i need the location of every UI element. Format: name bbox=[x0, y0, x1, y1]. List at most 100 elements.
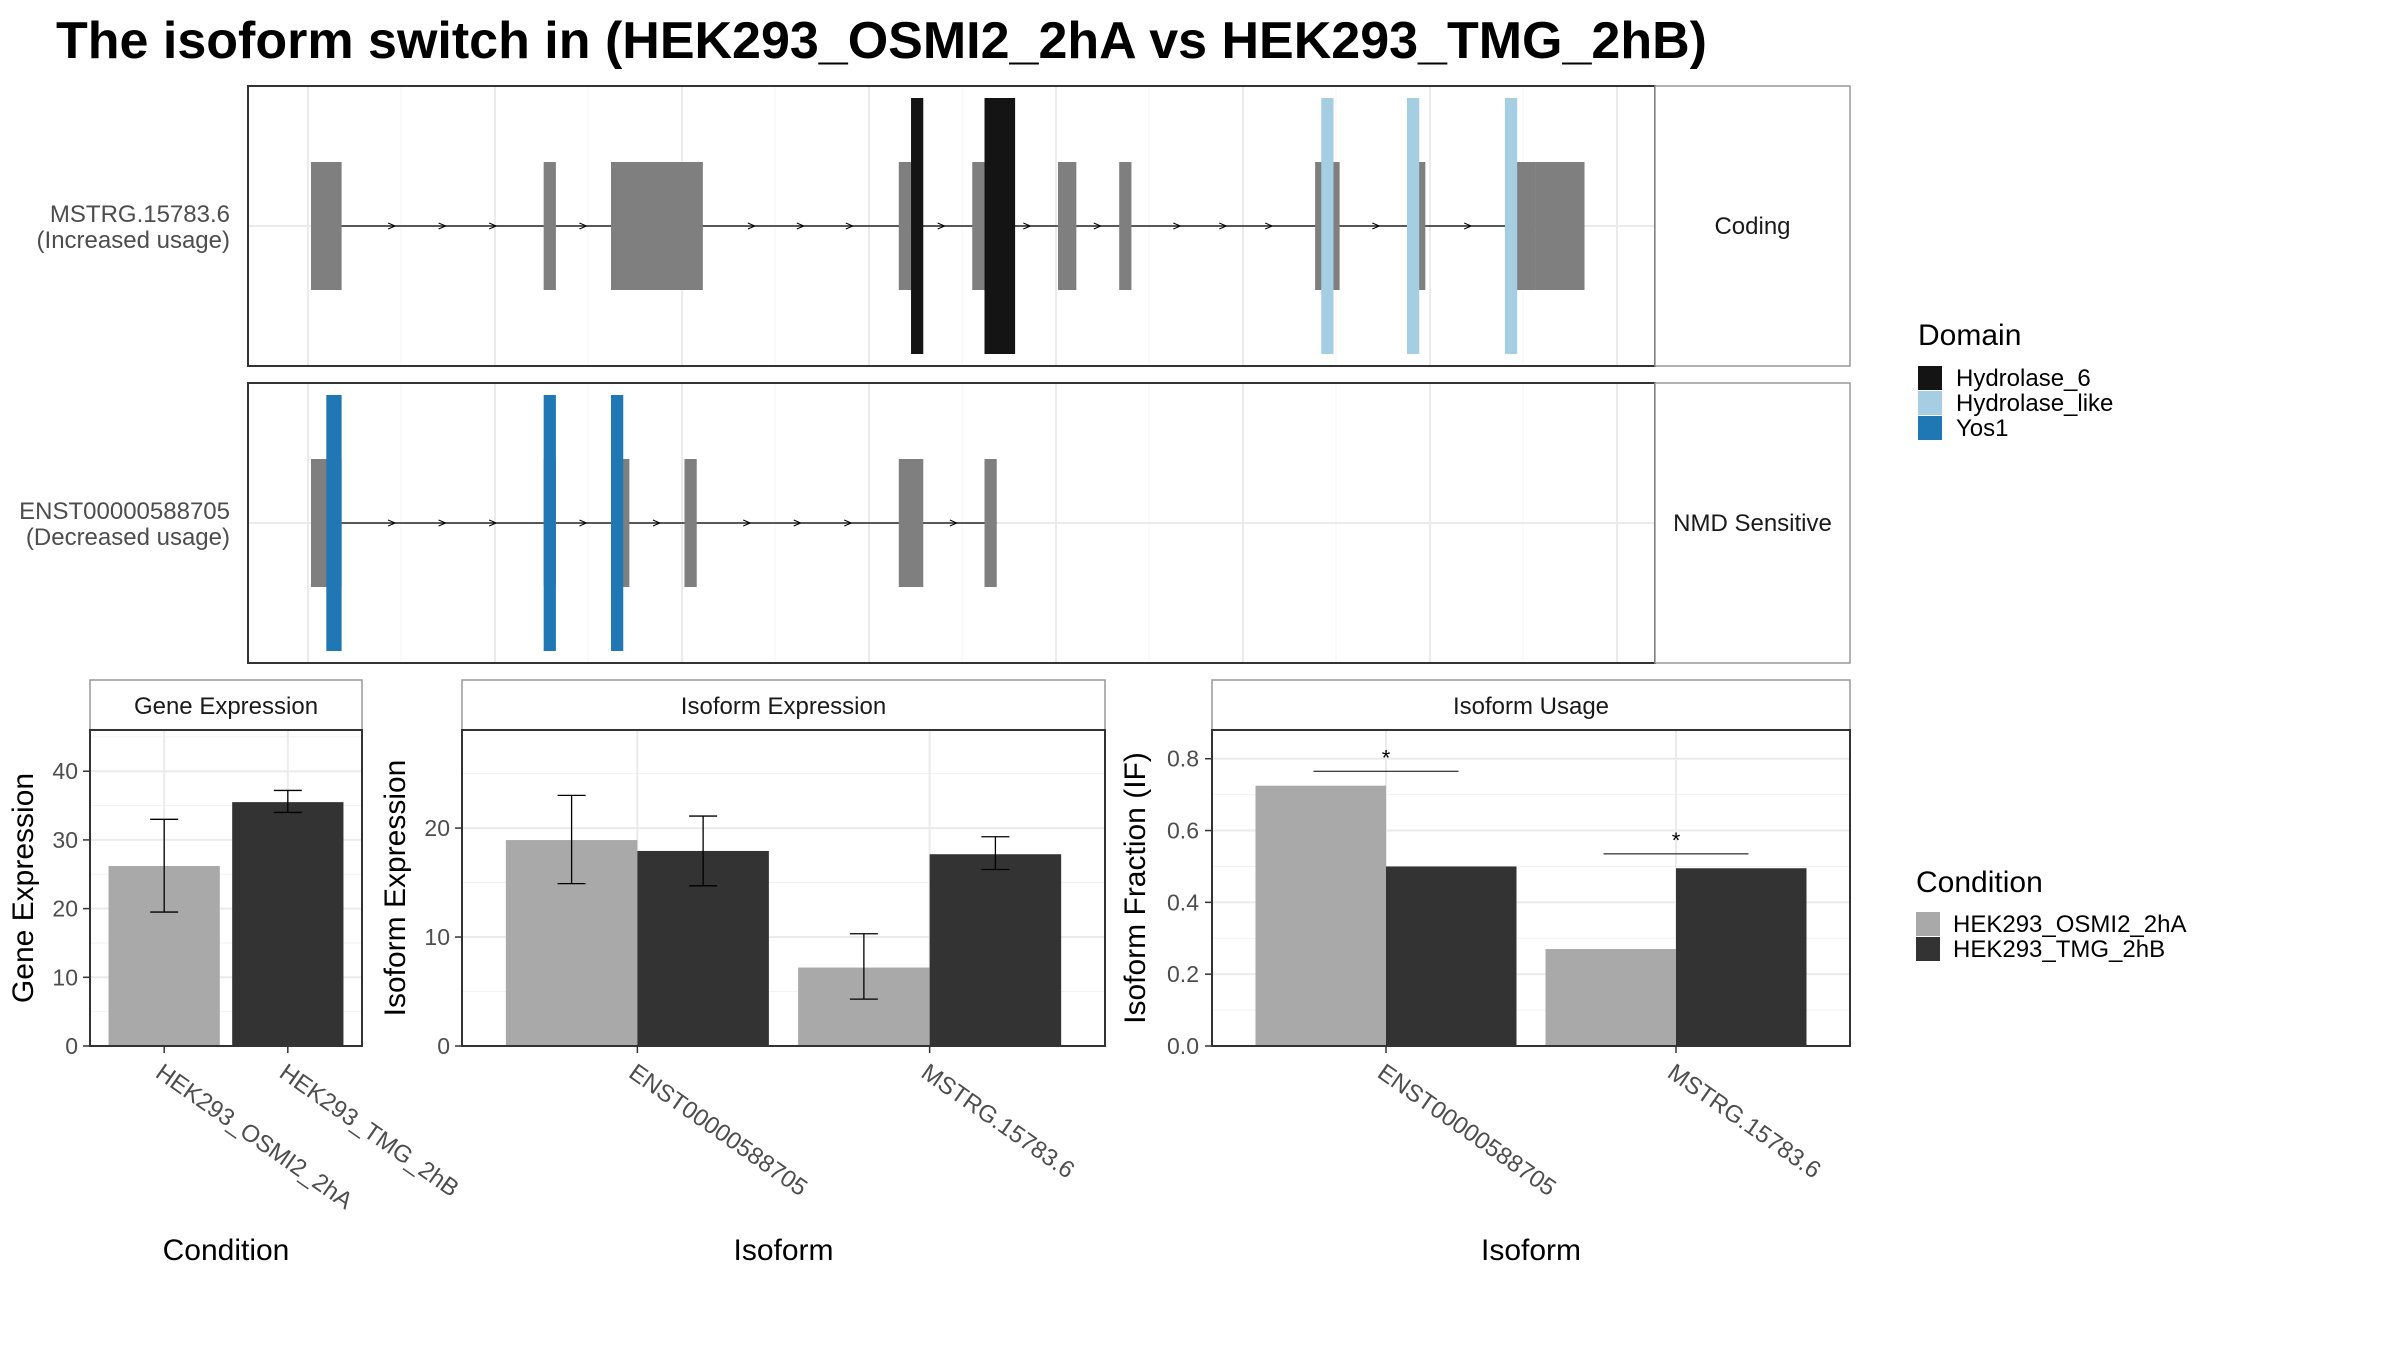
intron-arrow bbox=[438, 519, 447, 527]
intron-arrow bbox=[1023, 222, 1032, 230]
y-tick-label: 0.0 bbox=[1167, 1033, 1199, 1059]
domain-legend-key bbox=[1918, 416, 1942, 440]
chart-strip bbox=[1211, 679, 1851, 731]
intron-arrow bbox=[796, 222, 806, 230]
y-tick-label: 0.2 bbox=[1167, 961, 1199, 987]
domain-block-hydrolase-6 bbox=[984, 98, 1016, 354]
exon-block bbox=[898, 459, 924, 587]
intron-arrow bbox=[387, 519, 397, 527]
bar bbox=[1545, 949, 1676, 1046]
domain-legend-key bbox=[1918, 391, 1942, 415]
chart-strip-title: Gene Expression bbox=[134, 693, 318, 720]
y-tick-label: 0.6 bbox=[1167, 818, 1199, 844]
transcript-strip bbox=[1654, 382, 1851, 664]
domain-legend-title: Domain bbox=[1918, 319, 2021, 352]
intron-arrow bbox=[579, 519, 588, 527]
bar bbox=[232, 802, 344, 1046]
intron-arrow bbox=[793, 519, 803, 527]
intron-arrow bbox=[1372, 222, 1381, 230]
exon-block bbox=[1119, 162, 1132, 290]
y-tick-label: 10 bbox=[52, 964, 78, 990]
transcript-panel-0: Coding MSTRG.15783.6(Increased usage) bbox=[37, 85, 1851, 367]
intron-arrow bbox=[438, 222, 447, 230]
domain-legend-label: Hydrolase_6 bbox=[1956, 365, 2091, 392]
transcript-usage-label: (Decreased usage) bbox=[26, 524, 230, 551]
intron-arrow bbox=[747, 222, 757, 230]
domain-legend-key bbox=[1918, 366, 1942, 390]
transcript-strip bbox=[1654, 85, 1851, 367]
condition-legend-label: HEK293_TMG_2hB bbox=[1953, 936, 2165, 963]
transcript-usage-label: (Increased usage) bbox=[37, 227, 230, 254]
intron-arrow bbox=[937, 222, 946, 230]
condition-legend-label: HEK293_OSMI2_2hA bbox=[1953, 911, 2186, 938]
plot-border bbox=[461, 729, 1106, 1047]
domain-block-hydrolase-like bbox=[1504, 98, 1518, 354]
intron-arrow bbox=[1093, 222, 1103, 230]
intron-arrow bbox=[579, 222, 588, 230]
intron-arrow bbox=[488, 519, 498, 527]
domain-block-yos1 bbox=[611, 395, 624, 651]
bar bbox=[929, 854, 1062, 1046]
intron-arrow bbox=[387, 222, 397, 230]
y-tick-label: 0 bbox=[65, 1033, 78, 1059]
x-tick-label: ENST00000588705 bbox=[624, 1059, 812, 1202]
x-tick-label: ENST00000588705 bbox=[1373, 1059, 1561, 1202]
y-tick-label: 20 bbox=[424, 815, 450, 841]
x-tick-label: HEK293_OSMI2_2hA bbox=[151, 1059, 358, 1215]
condition-legend-title: Condition bbox=[1916, 866, 2043, 899]
exon-block bbox=[543, 162, 556, 290]
y-axis-title: Gene Expression bbox=[7, 773, 40, 1003]
condition-legend-key bbox=[1916, 937, 1940, 961]
intron-arrow bbox=[845, 222, 855, 230]
y-axis-title: Isoform Expression bbox=[379, 760, 412, 1017]
exon-block bbox=[1535, 162, 1585, 290]
bar bbox=[1386, 866, 1517, 1046]
bar bbox=[1255, 785, 1386, 1046]
exon-block bbox=[311, 162, 342, 290]
y-tick-label: 0.4 bbox=[1167, 889, 1199, 915]
y-tick-label: 30 bbox=[52, 827, 78, 853]
chart-strip bbox=[89, 679, 363, 731]
x-axis-title: Isoform bbox=[1481, 1234, 1581, 1267]
y-axis-title: Isoform Fraction (IF) bbox=[1119, 752, 1152, 1024]
exon-block bbox=[611, 162, 703, 290]
y-tick-label: 20 bbox=[52, 896, 78, 922]
plot-border bbox=[1211, 729, 1851, 1047]
domain-legend-label: Hydrolase_like bbox=[1956, 390, 2113, 417]
exon-block bbox=[684, 459, 697, 587]
domain-block-hydrolase-like bbox=[1321, 98, 1334, 354]
x-tick-label: MSTRG.15783.6 bbox=[1663, 1059, 1826, 1184]
x-axis-title: Condition bbox=[163, 1234, 290, 1267]
significance-label: * bbox=[1672, 828, 1681, 853]
domain-legend-label: Yos1 bbox=[1956, 415, 2009, 442]
intron-arrow bbox=[1219, 222, 1228, 230]
figure-title: The isoform switch in (HEK293_OSMI2_2hA … bbox=[56, 12, 1707, 70]
transcript-type-label: NMD Sensitive bbox=[1673, 510, 1832, 537]
y-tick-label: 0 bbox=[437, 1033, 450, 1059]
intron-arrow bbox=[743, 519, 752, 527]
transcript-name-label: MSTRG.15783.6 bbox=[50, 201, 230, 228]
bar bbox=[1676, 868, 1807, 1046]
intron-arrow bbox=[488, 222, 498, 230]
x-tick-label: MSTRG.15783.6 bbox=[916, 1059, 1079, 1184]
y-tick-label: 40 bbox=[52, 758, 78, 784]
chart-strip bbox=[461, 679, 1106, 731]
intron-arrow bbox=[949, 519, 959, 527]
chart-strip-title: Isoform Expression bbox=[681, 693, 886, 720]
transcript-type-label: Coding bbox=[1714, 213, 1790, 240]
intron-arrow bbox=[1265, 222, 1274, 230]
bar-chart-panel-1: Isoform Expression 0 10 20 ENST00000588705 MS… bbox=[379, 679, 1106, 1267]
chart-strip-title: Isoform Usage bbox=[1453, 693, 1609, 720]
intron-arrow bbox=[844, 519, 853, 527]
domain-block-yos1 bbox=[326, 395, 342, 651]
domain-block-hydrolase-6 bbox=[911, 98, 924, 354]
exon-block bbox=[1057, 162, 1077, 290]
transcript-name-label: ENST00000588705 bbox=[19, 498, 230, 525]
exon-block bbox=[984, 459, 997, 587]
y-tick-label: 10 bbox=[424, 924, 450, 950]
